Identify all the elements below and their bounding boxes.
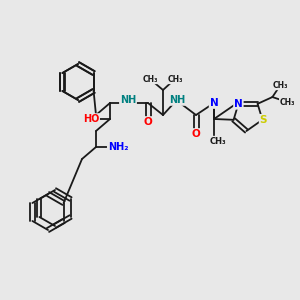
Text: NH: NH (169, 95, 185, 105)
Text: S: S (260, 115, 267, 125)
Text: N: N (210, 98, 218, 108)
Text: CH₃: CH₃ (273, 81, 288, 90)
Text: O: O (144, 117, 152, 127)
Text: O: O (192, 129, 200, 139)
Text: HO: HO (83, 114, 99, 124)
Text: CH₃: CH₃ (167, 74, 183, 83)
Text: CH₃: CH₃ (142, 74, 158, 83)
Text: CH₃: CH₃ (210, 136, 226, 146)
Text: N: N (234, 99, 243, 109)
Text: NH: NH (120, 95, 136, 105)
Text: CH₃: CH₃ (280, 98, 295, 106)
Text: NH₂: NH₂ (108, 142, 128, 152)
